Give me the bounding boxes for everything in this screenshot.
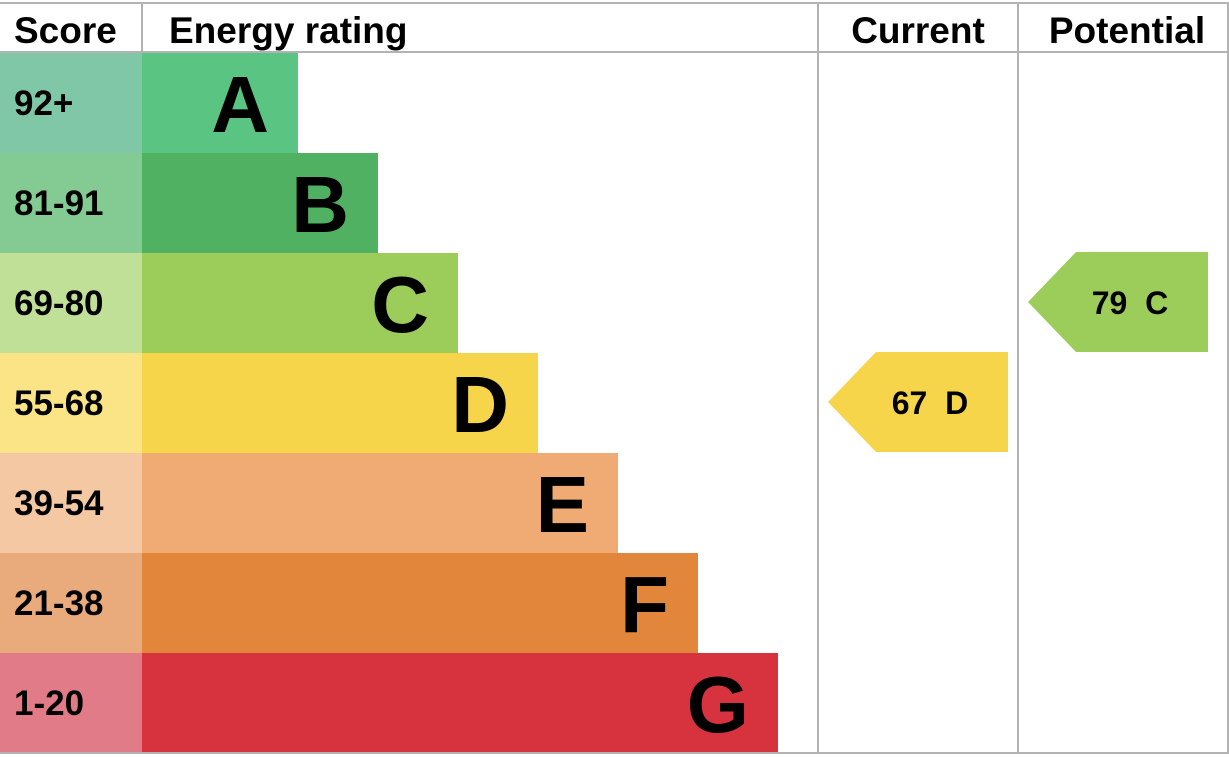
band-b-bar xyxy=(142,153,378,253)
band-g-letter: G xyxy=(687,660,749,749)
band-g-score-range: 1-20 xyxy=(14,684,84,723)
band-e: 39-54 E xyxy=(0,453,618,553)
current-arrow-shape xyxy=(828,352,1008,452)
band-d-score-cell xyxy=(0,353,142,453)
band-a-letter: A xyxy=(211,60,269,149)
band-d-score-range: 55-68 xyxy=(14,384,104,423)
band-c-bar xyxy=(142,253,458,353)
header-energy-rating: Energy rating xyxy=(169,10,408,51)
band-g: 1-20 G xyxy=(0,653,778,753)
band-f-score-range: 21-38 xyxy=(14,584,104,623)
potential-rating-label: 79 C xyxy=(1092,285,1168,321)
band-b-letter: B xyxy=(291,160,349,249)
band-b-score-range: 81-91 xyxy=(14,184,104,223)
band-g-score-cell xyxy=(0,653,142,753)
band-c-score-range: 69-80 xyxy=(14,284,104,323)
band-d-bar xyxy=(142,353,538,453)
potential-rating-arrow: 79 C xyxy=(1028,252,1208,352)
band-e-score-range: 39-54 xyxy=(14,484,104,523)
band-e-letter: E xyxy=(536,460,589,549)
band-f-letter: F xyxy=(620,560,669,649)
band-a-score-cell xyxy=(0,53,142,153)
band-a: 92+ A xyxy=(0,53,298,153)
band-b: 81-91 B xyxy=(0,153,378,253)
band-f: 21-38 F xyxy=(0,553,698,653)
band-d-letter: D xyxy=(451,360,509,449)
bands: 92+ A 81-91 B 69-80 C 55-68 D 39-54 E 21-38 F 1-20 G xyxy=(0,53,778,753)
band-d: 55-68 D xyxy=(0,353,538,453)
band-c-score-cell xyxy=(0,253,142,353)
header-current: Current xyxy=(851,10,985,51)
band-b-score-cell xyxy=(0,153,142,253)
band-f-bar xyxy=(142,553,698,653)
band-c: 69-80 C xyxy=(0,253,458,353)
header-potential: Potential xyxy=(1049,10,1205,51)
band-e-bar xyxy=(142,453,618,553)
band-a-score-range: 92+ xyxy=(14,84,73,123)
header-score: Score xyxy=(14,10,117,51)
current-rating-label: 67 D xyxy=(892,385,968,421)
band-e-score-cell xyxy=(0,453,142,553)
band-f-score-cell xyxy=(0,553,142,653)
current-rating-arrow: 67 D xyxy=(828,352,1008,452)
band-g-bar xyxy=(142,653,778,753)
potential-arrow-shape xyxy=(1028,252,1208,352)
band-a-bar xyxy=(142,53,298,153)
band-c-letter: C xyxy=(371,260,429,349)
